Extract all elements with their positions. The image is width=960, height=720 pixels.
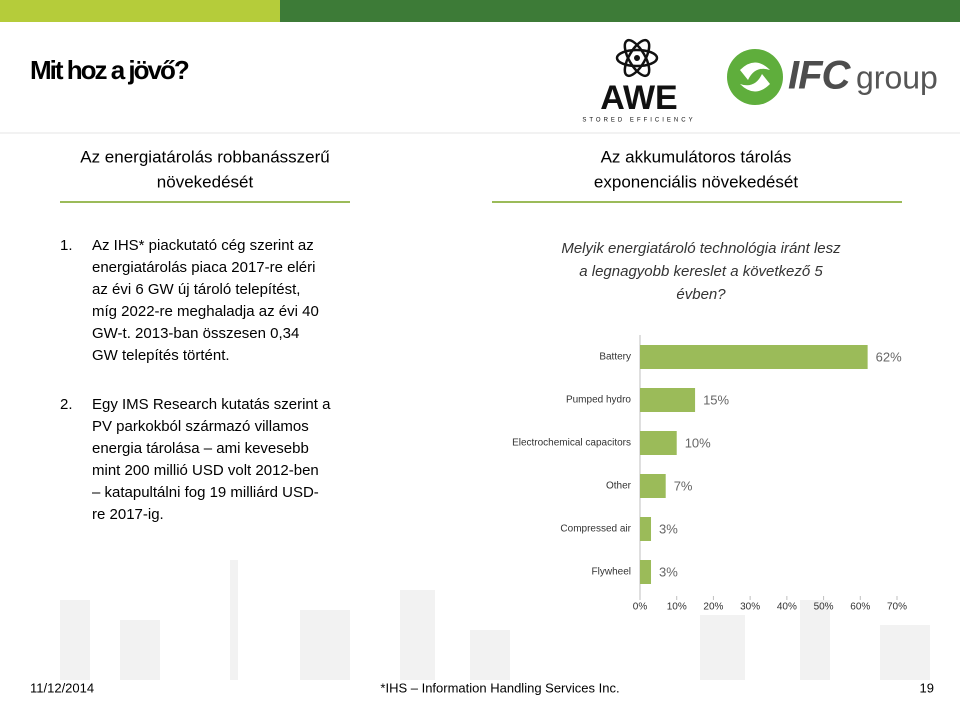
x-tick-label: 30% bbox=[740, 602, 760, 613]
x-tick-label: 20% bbox=[703, 602, 723, 613]
left-heading-line: Az energiatárolás robbanásszerű bbox=[80, 147, 329, 166]
category-label: Battery bbox=[599, 352, 631, 363]
list-text-line: míg 2022-re meghaladja az évi 40 bbox=[92, 303, 319, 320]
bar bbox=[640, 474, 666, 498]
value-label: 3% bbox=[659, 521, 678, 536]
left-heading-line: növekedését bbox=[157, 172, 254, 191]
category-label: Flywheel bbox=[592, 567, 631, 578]
category-label: Other bbox=[606, 481, 632, 492]
background-decor bbox=[60, 560, 930, 680]
chart-question-line: Melyik energiatároló technológia iránt l… bbox=[561, 240, 841, 257]
top-bar-dark bbox=[280, 0, 960, 22]
ifc-logo: IFC group bbox=[727, 49, 938, 105]
x-tick-label: 10% bbox=[667, 602, 687, 613]
x-tick-label: 50% bbox=[814, 602, 834, 613]
awe-logo: AWE STORED EFFICIENCY bbox=[582, 38, 695, 124]
right-heading-line: exponenciális növekedését bbox=[594, 172, 798, 191]
list-text-line: Egy IMS Research kutatás szerint a bbox=[92, 396, 331, 413]
category-label: Electrochemical capacitors bbox=[512, 438, 631, 449]
value-label: 62% bbox=[876, 349, 902, 364]
right-heading-line: Az akkumulátoros tárolás bbox=[601, 147, 792, 166]
list-text-line: re 2017-ig. bbox=[92, 506, 164, 523]
slide-title: Mit hoz a jövő? bbox=[30, 55, 189, 85]
value-label: 15% bbox=[703, 392, 729, 407]
bar bbox=[640, 560, 652, 584]
list-number: 2. bbox=[60, 396, 73, 413]
list-text-line: – katapultálni fog 19 milliárd USD- bbox=[92, 484, 319, 501]
x-tick-label: 0% bbox=[633, 602, 648, 613]
list-text-line: PV parkokból származó villamos bbox=[92, 418, 309, 435]
value-label: 7% bbox=[674, 478, 693, 493]
bar bbox=[640, 388, 696, 412]
list-number: 1. bbox=[60, 237, 73, 254]
bar bbox=[640, 517, 652, 541]
top-bar-light bbox=[0, 0, 280, 22]
value-label: 3% bbox=[659, 564, 678, 579]
list-text-line: Az IHS* piackutató cég szerint az bbox=[92, 237, 314, 254]
list-text-line: GW telepítés történt. bbox=[92, 347, 230, 364]
chart-question-line: évben? bbox=[676, 286, 726, 303]
list-text-line: energia tárolása – ami kevesebb bbox=[92, 440, 309, 457]
bar bbox=[640, 345, 868, 369]
x-tick-label: 60% bbox=[850, 602, 870, 613]
footer-note: *IHS – Information Handling Services Inc… bbox=[380, 680, 619, 695]
x-tick-label: 70% bbox=[887, 602, 907, 613]
x-tick-label: 40% bbox=[777, 602, 797, 613]
list-text-line: mint 200 millió USD volt 2012-ben bbox=[92, 462, 319, 479]
list-text-line: az évi 6 GW új tároló telepítést, bbox=[92, 281, 300, 298]
value-label: 10% bbox=[685, 435, 711, 450]
category-label: Pumped hydro bbox=[566, 395, 631, 406]
list-text-line: GW-t. 2013-ban összesen 0,34 bbox=[92, 325, 299, 342]
footer-date: 11/12/2014 bbox=[30, 680, 94, 695]
awe-tagline: STORED EFFICIENCY bbox=[582, 118, 695, 124]
bar bbox=[640, 431, 677, 455]
ifc-logo-suffix: group bbox=[856, 59, 938, 95]
page-number: 19 bbox=[920, 680, 934, 695]
list-text-line: energiatárolás piaca 2017-re eléri bbox=[92, 259, 315, 276]
chart-question-line: a legnagyobb kereslet a következő 5 bbox=[579, 263, 823, 280]
category-label: Compressed air bbox=[560, 524, 631, 535]
ifc-logo-text: IFC bbox=[788, 54, 852, 98]
awe-logo-text: AWE bbox=[600, 79, 677, 117]
